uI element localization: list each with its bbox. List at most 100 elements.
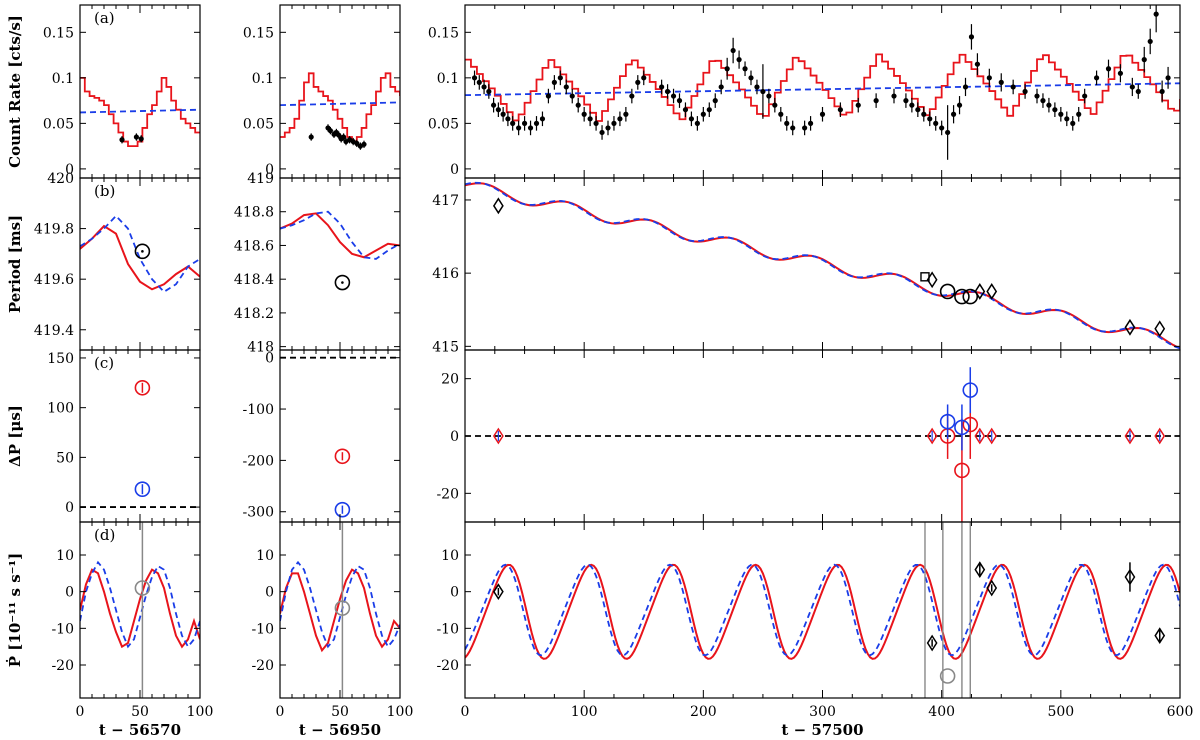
data-point [1022,88,1028,95]
data-point [736,57,742,63]
plot-area [280,522,400,698]
model-dashed-line [465,563,1180,657]
data-point [341,134,347,140]
measurement-circle [334,501,351,518]
y-tick-label: 0 [265,351,274,367]
data-point [968,34,975,40]
y-tick-label: -10 [436,621,459,637]
axes-frame [79,4,201,179]
data-point [664,88,671,95]
data-point [706,107,712,113]
data-point [1117,70,1124,76]
data-point [933,120,939,126]
plot-area [280,72,400,150]
y-tick-label: 50 [56,450,74,466]
plot-area [80,76,200,148]
panel-letter-1: (b) [94,182,115,200]
panel-2-0: 0 50 100 150 (c) [47,349,201,523]
data-point [855,102,861,108]
measurement-circle [962,382,979,398]
data-point [688,116,695,122]
y-tick-label: 419.8 [34,222,74,238]
axes-frame [279,521,401,699]
y-axis-label: ΔP [μs] [6,405,24,467]
y-tick-label: 0.15 [43,25,74,41]
data-point [956,102,963,108]
data-point [1010,84,1016,90]
model-dashed-line [280,210,400,260]
data-point [927,116,933,122]
data-point [641,75,647,81]
data-point [629,93,635,99]
data-point [505,116,511,122]
measurement-circle [134,580,151,596]
plot-area [80,522,200,698]
data-point [361,141,367,147]
model-dashed-line [280,101,400,107]
measurement-diamond [1154,427,1166,445]
data-point [635,79,641,85]
data-point [939,125,945,131]
data-point [676,98,683,104]
data-point [1034,93,1040,99]
data-point [623,111,629,117]
x-axis-label: t − 56570 [99,721,181,739]
plot-area [465,367,1180,522]
y-tick-label: 416 [432,266,459,282]
axes-frame [279,177,401,351]
data-point [545,93,552,99]
data-point [694,120,700,126]
y-tick-label: 0 [65,500,74,516]
x-tick-label: 600 [1167,704,1194,720]
measurement-diamond [492,427,504,445]
measurement-square [920,272,930,282]
y-tick-label: 0.05 [428,116,459,132]
data-point [1076,111,1082,117]
data-point [1129,84,1135,90]
model-line [80,224,200,291]
data-point [754,84,760,90]
data-point [760,88,766,95]
measurement-diamond [974,427,986,445]
data-point [1082,93,1088,99]
data-point [659,84,665,90]
y-tick-label: -20 [436,486,459,502]
y-tick-label: 0.15 [428,25,459,41]
data-point [1064,116,1070,122]
model-dashed-line [80,214,200,293]
data-point [599,129,605,136]
data-point [581,111,587,117]
x-tick-label: 300 [809,704,836,720]
panel-letter-0: (a) [94,9,115,27]
data-point [1070,120,1076,126]
data-point [903,98,909,104]
data-point [915,107,921,113]
y-tick-label: 10 [256,548,274,564]
data-point [807,120,814,126]
data-point [476,79,482,85]
measurement-diamond [1124,568,1136,586]
y-axis-label: Period [ms] [6,215,24,313]
measurement-circle [939,413,956,430]
data-point [837,107,843,113]
axes-frame [279,4,401,179]
x-tick-label: 0 [276,704,285,720]
y-tick-label: 150 [47,351,74,367]
measurement-circle [939,283,956,300]
data-point [700,111,706,117]
data-point [617,116,623,122]
x-axis-label: t − 56950 [299,721,381,739]
data-point [730,47,736,54]
model-dashed-line [280,560,400,649]
axes-frame [464,349,1181,523]
data-point [712,98,718,104]
data-point [1058,111,1064,117]
y-tick-label: -100 [243,402,274,418]
data-point [516,125,522,131]
data-point [563,84,569,90]
data-point [471,75,478,81]
data-point [718,84,724,90]
model-line [280,212,400,259]
measurement-diamond [986,427,998,445]
model-dashed-line [465,82,1180,97]
